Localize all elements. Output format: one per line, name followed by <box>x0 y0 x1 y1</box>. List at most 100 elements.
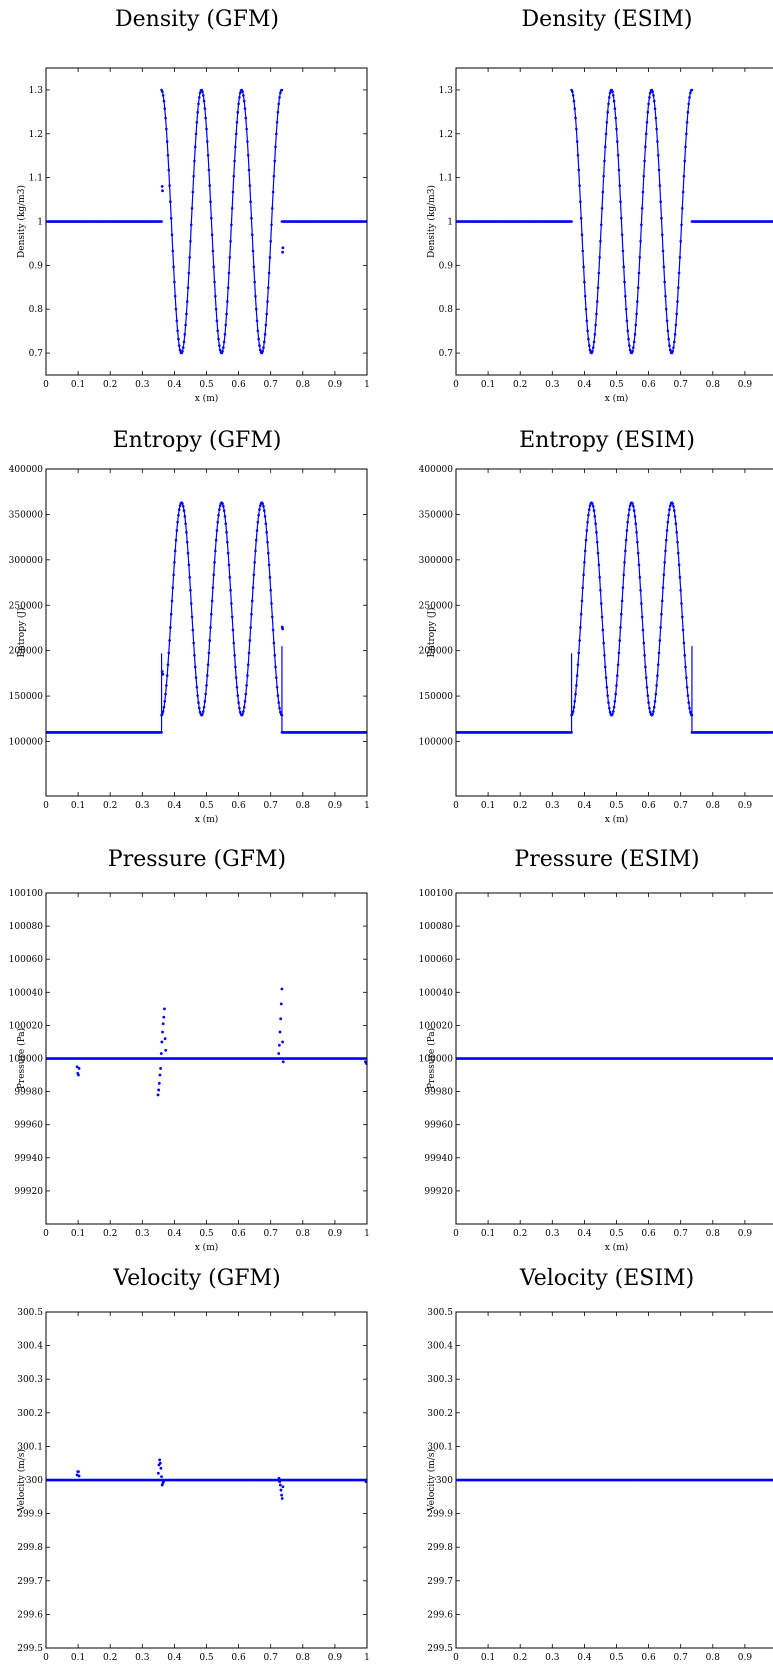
data-point <box>202 99 206 103</box>
x-tick-label: 0 <box>453 801 459 811</box>
data-point <box>687 102 691 106</box>
data-point <box>229 588 232 592</box>
y-tick-label: 300000 <box>9 556 44 566</box>
x-tick-label: 0.1 <box>481 380 495 390</box>
y-tick-label: 100040 <box>419 988 454 998</box>
data-point <box>247 651 251 655</box>
chart-panel: Density (ESIM) 0 0.1 0.2 0.3 0.4 0.5 0.6 0.7 0.8 0… <box>426 7 773 404</box>
data-point <box>160 220 163 223</box>
y-tick-label: 100100 <box>9 889 44 899</box>
data-point <box>258 508 261 511</box>
y-tick-label: 400000 <box>9 465 44 475</box>
data-point <box>211 586 215 589</box>
data-point <box>197 96 201 99</box>
data-point <box>165 684 168 687</box>
data-point <box>245 684 248 687</box>
data-point <box>652 94 655 97</box>
data-point <box>626 329 630 333</box>
plot-area <box>456 88 773 355</box>
data-point <box>280 987 284 991</box>
data-point <box>570 220 573 223</box>
data-point <box>168 639 171 642</box>
data-point <box>655 127 658 131</box>
data-point <box>628 348 632 352</box>
data-point <box>268 576 272 579</box>
x-tick-label: 0.6 <box>231 801 246 811</box>
x-tick-label: 0.1 <box>481 801 495 811</box>
data-point <box>258 504 262 507</box>
data-point <box>643 159 646 163</box>
data-point <box>178 348 182 352</box>
data-point <box>233 654 236 657</box>
data-point <box>666 520 670 524</box>
data-point <box>173 294 177 298</box>
x-tick-label: 0 <box>453 1653 459 1663</box>
data-point <box>619 626 622 629</box>
data-point <box>207 168 211 172</box>
data-point <box>643 654 646 657</box>
data-point <box>599 223 603 227</box>
data-point <box>275 685 279 689</box>
data-point <box>585 529 589 532</box>
data-point <box>177 344 181 347</box>
data-point <box>212 573 216 577</box>
x-tick-label: 0.6 <box>641 1229 656 1239</box>
data-point <box>217 337 220 341</box>
y-tick-label: 1 <box>37 218 43 228</box>
data-point <box>644 676 648 679</box>
data-point <box>277 1476 281 1480</box>
y-axis-label: Velocity (m/s) <box>426 1449 437 1512</box>
y-tick-label: 1.2 <box>439 130 453 140</box>
y-tick-label: 1.2 <box>29 130 43 140</box>
data-point <box>159 1067 163 1070</box>
data-point <box>165 674 169 677</box>
data-point <box>161 90 164 93</box>
data-point <box>223 515 227 518</box>
data-point <box>601 190 605 194</box>
y-tick-label: 299.9 <box>427 1510 453 1520</box>
data-point <box>181 346 185 349</box>
chart-panel: Entropy (ESIM) 0 0.1 0.2 0.3 0.4 0.5 0.6 0.7 0.8 0… <box>419 428 773 825</box>
data-point <box>587 337 590 341</box>
data-point <box>603 159 606 163</box>
data-point <box>641 190 645 194</box>
data-point <box>640 615 644 619</box>
data-point <box>623 561 626 564</box>
data-point <box>163 107 167 110</box>
data-point <box>169 216 173 220</box>
data-point <box>275 120 279 124</box>
data-point <box>671 502 674 505</box>
data-point <box>162 1480 165 1484</box>
data-point <box>674 323 678 327</box>
x-tick-label: 0.2 <box>513 801 527 811</box>
data-point <box>574 116 577 120</box>
plot-frame <box>455 468 773 797</box>
data-point <box>244 692 248 696</box>
data-point <box>616 663 620 666</box>
data-point <box>281 250 284 254</box>
data-point <box>625 319 629 323</box>
data-point <box>686 110 690 114</box>
data-point <box>614 116 617 120</box>
data-point <box>206 663 210 666</box>
y-tick-label: 1.3 <box>439 86 454 96</box>
data-point <box>159 1052 163 1055</box>
y-tick-label: 100000 <box>419 738 454 748</box>
data-point <box>177 337 180 341</box>
x-tick-label: 0.7 <box>264 380 279 390</box>
data-point <box>655 684 658 687</box>
x-tick-label: 0.9 <box>738 1229 753 1239</box>
data-point <box>636 540 639 544</box>
data-point <box>596 551 600 555</box>
x-tick-label: 0.3 <box>135 801 150 811</box>
data-point <box>173 280 176 284</box>
data-point <box>580 233 584 236</box>
data-point <box>274 145 277 149</box>
data-point <box>172 573 175 577</box>
data-point <box>262 346 265 349</box>
data-point <box>274 665 277 669</box>
x-tick-label: 0.1 <box>71 1653 85 1663</box>
data-point <box>672 346 675 349</box>
data-point <box>602 641 605 645</box>
x-tick-label: 0.9 <box>738 380 753 390</box>
